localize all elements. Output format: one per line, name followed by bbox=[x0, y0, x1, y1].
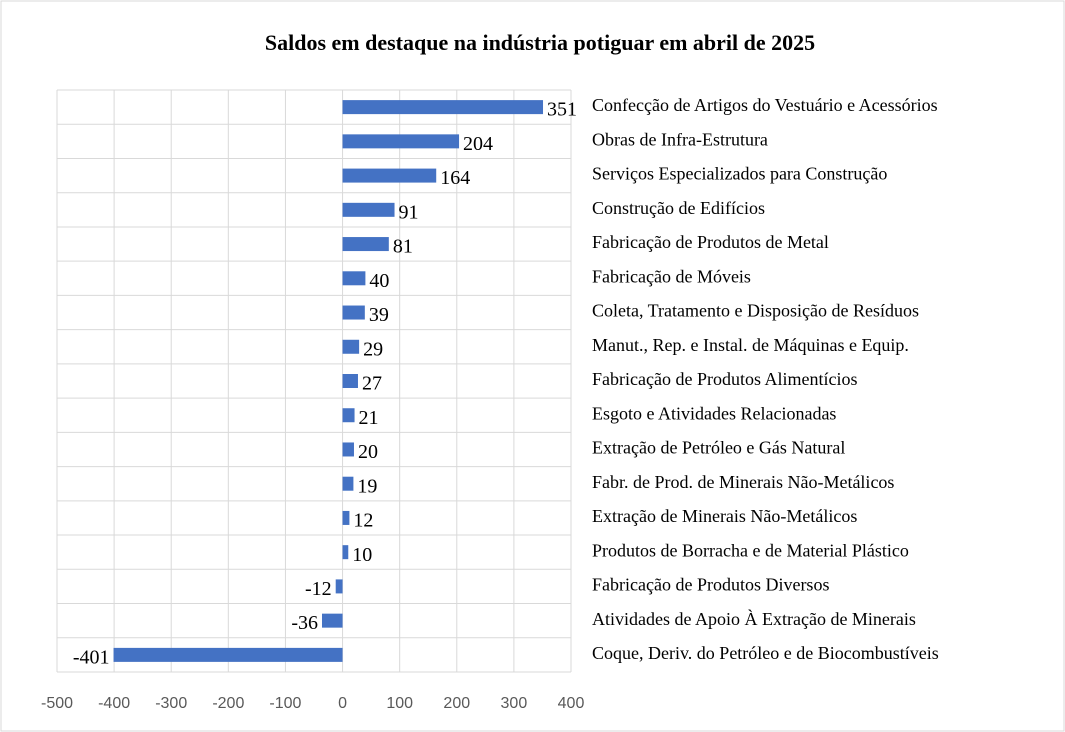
x-tick-label: 300 bbox=[501, 695, 528, 712]
bar bbox=[342, 168, 437, 183]
x-tick-label: -500 bbox=[41, 695, 73, 712]
data-label: 27 bbox=[362, 373, 382, 395]
x-tick-label: 0 bbox=[338, 695, 347, 712]
category-label: Fabricação de Produtos Diversos bbox=[592, 575, 829, 595]
x-tick-label: -100 bbox=[269, 695, 301, 712]
x-tick-label: -300 bbox=[155, 695, 187, 712]
bar bbox=[342, 305, 365, 320]
bar bbox=[342, 237, 389, 252]
data-label: 39 bbox=[369, 304, 389, 326]
x-tick-label: -400 bbox=[98, 695, 130, 712]
bar bbox=[321, 613, 343, 628]
data-label: 29 bbox=[363, 338, 383, 360]
category-label: Atividades de Apoio À Extração de Minera… bbox=[592, 608, 916, 629]
data-label: 91 bbox=[399, 201, 419, 223]
bar bbox=[342, 271, 366, 286]
category-label: Coleta, Tratamento e Disposição de Resíd… bbox=[592, 301, 919, 321]
bar bbox=[342, 134, 460, 149]
category-label: Coque, Deriv. do Petróleo e de Biocombus… bbox=[592, 643, 939, 663]
category-label: Produtos de Borracha e de Material Plást… bbox=[592, 540, 909, 560]
x-tick-label: 400 bbox=[558, 695, 585, 712]
category-label: Obras de Infra-Estrutura bbox=[592, 129, 768, 149]
x-tick-label: 200 bbox=[443, 695, 470, 712]
category-label: Extração de Minerais Não-Metálicos bbox=[592, 506, 857, 526]
data-label: 21 bbox=[359, 407, 379, 429]
category-label: Extração de Petróleo e Gás Natural bbox=[592, 438, 845, 458]
category-label: Confecção de Artigos do Vestuário e Aces… bbox=[592, 95, 938, 115]
category-label: Manut., Rep. e Instal. de Máquinas e Equ… bbox=[592, 335, 909, 355]
bar bbox=[342, 202, 395, 217]
bar bbox=[342, 339, 360, 354]
data-label: -12 bbox=[305, 578, 332, 600]
data-label: 19 bbox=[357, 475, 377, 497]
bar bbox=[342, 374, 358, 388]
bar bbox=[342, 476, 354, 491]
data-label: 20 bbox=[358, 441, 378, 463]
data-label: 12 bbox=[353, 510, 373, 532]
bar bbox=[342, 408, 355, 423]
bar bbox=[335, 579, 343, 594]
bar bbox=[342, 545, 349, 560]
chart-title: Saldos em destaque na indústria potiguar… bbox=[265, 30, 815, 55]
data-label: 351 bbox=[547, 99, 577, 121]
category-label: Fabricação de Produtos Alimentícios bbox=[592, 369, 857, 389]
data-label: -36 bbox=[291, 612, 318, 634]
category-label: Serviços Especializados para Construção bbox=[592, 164, 887, 184]
bar bbox=[342, 510, 350, 525]
bar bbox=[342, 100, 544, 115]
data-label: 40 bbox=[369, 270, 389, 292]
x-tick-label: 100 bbox=[386, 695, 413, 712]
data-label: 10 bbox=[352, 544, 372, 566]
category-label: Fabricação de Móveis bbox=[592, 266, 751, 286]
data-label: 81 bbox=[393, 236, 413, 258]
data-label: 164 bbox=[440, 167, 470, 189]
data-label: -401 bbox=[73, 646, 110, 668]
data-label: 204 bbox=[463, 133, 493, 155]
category-label: Fabricação de Produtos de Metal bbox=[592, 232, 829, 252]
category-label: Fabr. de Prod. de Minerais Não-Metálicos bbox=[592, 472, 894, 492]
x-tick-label: -200 bbox=[212, 695, 244, 712]
bar bbox=[342, 442, 354, 457]
bar bbox=[113, 647, 343, 662]
category-label: Esgoto e Atividades Relacionadas bbox=[592, 403, 836, 423]
category-label: Construção de Edifícios bbox=[592, 198, 765, 218]
